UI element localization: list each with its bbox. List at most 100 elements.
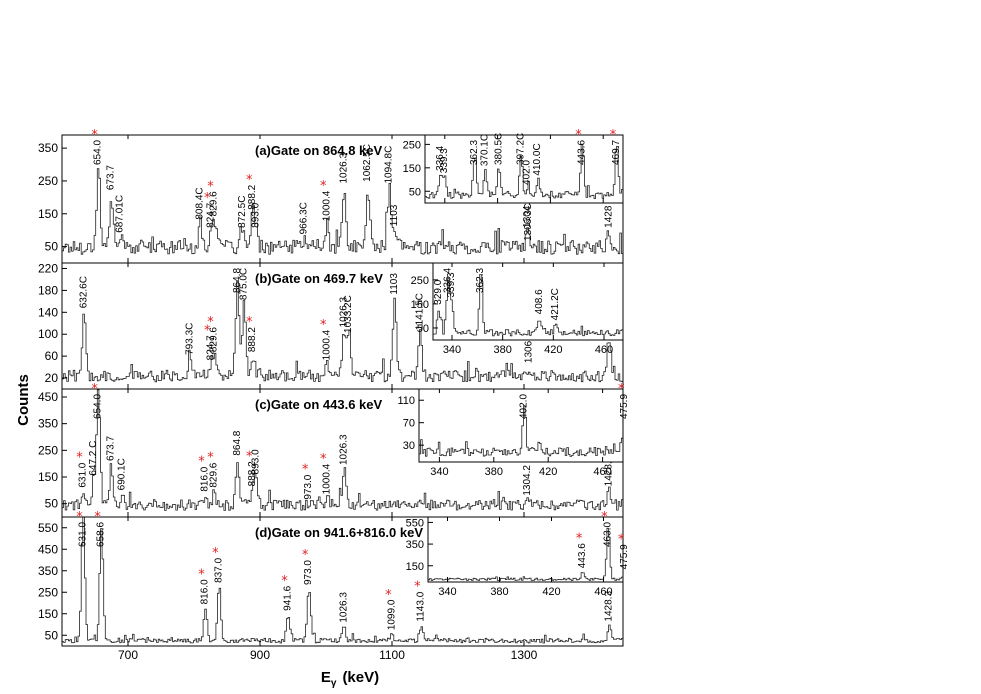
panel-a-inset-peak-label: 443.6 — [577, 140, 588, 165]
panel-b-peak-label: 1103 — [389, 273, 400, 295]
panel-c-title: (c)Gate on 443.6 keV — [255, 397, 382, 412]
panel-c-peak-label: 893.0 — [250, 449, 261, 474]
panel-b-inset-peak-label: 329.0 — [433, 279, 444, 304]
panel-d-peak-label: 973.0 — [303, 560, 314, 585]
x-axis-title-subscript: γ — [331, 678, 337, 689]
panel-b-title: (b)Gate on 469.7 keV — [255, 271, 383, 286]
panel-d-peak-star: * — [281, 574, 288, 589]
panel-d-peak-label: 837.0 — [213, 557, 224, 582]
panel-c-y-tick-label: 450 — [38, 390, 58, 404]
panel-a-peak-label: 1000.4 — [321, 190, 332, 221]
panel-a-y-tick-label: 350 — [38, 141, 58, 155]
panel-b-inset-y-tick-label: 250 — [411, 275, 429, 287]
panel-a-peak-label: 1094.8C — [384, 146, 395, 184]
panel-a-peak-star: * — [204, 191, 211, 206]
panel-a-peak-label: 1103 — [389, 204, 400, 226]
panel-a-peak-label: 893.0 — [250, 202, 261, 227]
panel-c-peak-label: 1304.2 — [522, 465, 533, 496]
panel-a-inset-peak-label: 336.4 — [435, 145, 446, 170]
panel-c-peak-label: 864.8 — [232, 430, 243, 455]
panel-d-y-tick-label: 550 — [38, 521, 58, 535]
panel-b-peak-star: * — [204, 323, 211, 338]
panel-d-peak-label: 631.0 — [77, 522, 88, 547]
panel-a-inset-peak-label: 380.5C — [493, 133, 504, 165]
panel-b-y-tick-label: 140 — [38, 305, 58, 319]
panel-b-inset-x-tick-label: 420 — [544, 344, 562, 356]
panel-b-inset-peak-label: 336.4 — [442, 268, 453, 293]
panel-d-y-tick-label: 350 — [38, 564, 58, 578]
panel-a-peak-label: 966.3C — [299, 202, 310, 234]
panel-b-peak-label: 1026.3 — [338, 296, 349, 327]
panel-c-inset-y-tick-label: 70 — [403, 418, 415, 430]
panel-b-inset-peak-label: 339.3 — [446, 272, 457, 297]
panel-d-x-tick-label: 1100 — [379, 648, 405, 662]
panel-c-inset-x-tick-label: 420 — [539, 466, 557, 478]
panel-a-peak-label: 1306.3C — [523, 203, 534, 241]
panel-b-inset-y-tick-label: 50 — [417, 323, 429, 335]
panel-c-peak-star: * — [246, 449, 253, 464]
panel-c-y-tick-label: 250 — [38, 443, 58, 457]
panel-b-spectrum-line — [62, 280, 624, 383]
panel-d-peak-label: 816.0 — [200, 579, 211, 604]
panel-a-inset-peak-label: 410.0C — [532, 143, 543, 175]
panel-b-inset-y-tick-label: 150 — [411, 299, 429, 311]
panel-a-peak-label: 1026.3 — [338, 152, 349, 183]
panel-d-peak-star: * — [198, 567, 205, 582]
panel-b-inset-spectrum-line — [433, 274, 624, 337]
panel-b-peak-star: * — [207, 315, 214, 330]
panel-a-peak-label: 1428 — [603, 205, 614, 228]
panel-d-y-tick-label: 150 — [38, 607, 58, 621]
panel-c-y-tick-label: 150 — [38, 470, 58, 484]
panel-c-peak-star: * — [207, 451, 214, 466]
panel-b-inset-peak-label: 362.3 — [475, 268, 486, 293]
panel-b-inset-frame — [432, 262, 624, 341]
panel-a-spectrum-line — [62, 168, 624, 255]
panel-c-peak-label: 647.2 C — [88, 441, 99, 476]
panel-d-peak-star: * — [94, 510, 101, 525]
panel-a-peak-star: * — [320, 179, 327, 194]
panel-a-peak-star: * — [91, 128, 98, 143]
panel-d-inset-y-tick-label: 150 — [406, 561, 424, 573]
panel-c-inset-spectrum-line — [419, 405, 624, 457]
panel-c-peak-label: 973.0 — [303, 474, 314, 499]
panel-a-peak-label: 673.7 — [106, 165, 117, 190]
panel-c-peak-label: 829.6 — [209, 462, 220, 487]
panel-a-inset-peak-label: 370.1C — [480, 134, 491, 166]
x-axis-title: Eγ (keV) — [321, 669, 379, 689]
panel-c-peak-label: 1000.4 — [321, 463, 332, 494]
panel-a-inset-peak-label: 469.7 — [611, 140, 622, 165]
panel-c-inset-y-tick-label: 30 — [403, 440, 415, 452]
panel-d-peak-label: 1099.0 — [386, 599, 397, 630]
panel-a-peak-label: 687.01C — [114, 195, 125, 233]
panel-a-title: (a)Gate on 864.8 keV — [255, 143, 382, 158]
panel-d-peak-star: * — [414, 579, 421, 594]
panel-b-peak-label: 824.7 — [205, 335, 216, 360]
panel-b-peak-star: * — [320, 318, 327, 333]
panel-b-inset-x-tick-label: 340 — [443, 344, 461, 356]
panel-c-inset-x-tick-label: 460 — [593, 466, 611, 478]
panel-d-peak-label: 1428.3 — [604, 591, 615, 622]
panel-d-spectrum-line — [62, 516, 624, 644]
panel-c-peak-star: * — [302, 463, 309, 478]
panel-b-peak-label: 1000.4 — [321, 329, 332, 360]
panel-d-inset-spectrum-line — [428, 527, 624, 581]
panel-a-peak-label: 872.5C — [237, 196, 248, 228]
panel-c-inset-peak-label: 475.9 — [619, 394, 630, 419]
panel-b-peak-label: 1033.2C — [343, 295, 354, 333]
panel-c-spectrum-line — [62, 389, 624, 511]
panel-a-inset-y-tick-label: 150 — [403, 163, 421, 175]
panel-b-peak-label: 875.0C — [239, 268, 250, 300]
panel-b-peak-label: 1306.8C — [523, 325, 534, 363]
panel-d-inset-peak-star: * — [601, 510, 608, 525]
panel-d-inset-peak-label: 443.6 — [577, 543, 588, 568]
panel-a-inset-y-tick-label: 250 — [403, 139, 421, 151]
panel-c-peak-label: 690.1C — [116, 458, 127, 490]
panel-d-inset-peak-star: * — [576, 531, 583, 546]
panel-a-peak-label: 654.0 — [93, 140, 104, 165]
panel-d-y-tick-label: 450 — [38, 542, 58, 556]
panel-b-y-tick-label: 100 — [38, 327, 58, 341]
panel-d-x-tick-label: 900 — [250, 648, 270, 662]
